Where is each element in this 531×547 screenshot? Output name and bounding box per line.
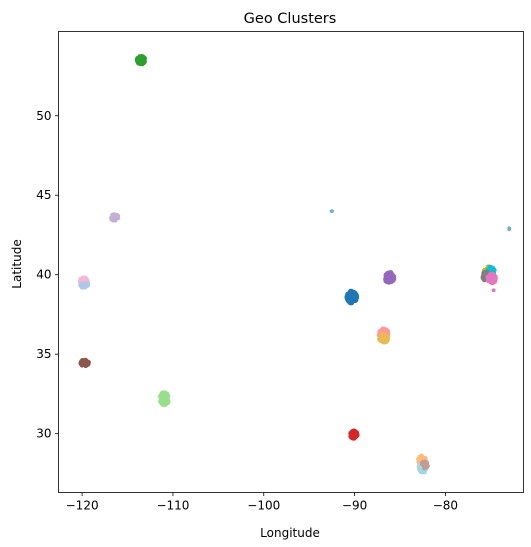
cluster-st-louis	[344, 288, 360, 306]
data-point	[111, 217, 117, 223]
data-point	[422, 455, 428, 461]
data-point	[384, 274, 389, 279]
data-point	[490, 273, 496, 279]
cluster-nashville-b	[377, 332, 391, 345]
data-point	[160, 401, 165, 407]
data-point	[487, 278, 493, 284]
scatter-points	[77, 54, 512, 475]
y-tick-label: 40	[36, 268, 51, 282]
data-point	[330, 209, 334, 213]
cluster-philly-d	[485, 271, 498, 286]
cluster-nj-small	[491, 288, 496, 293]
chart-title: Geo Clusters	[244, 11, 337, 27]
y-tick-label: 35	[36, 347, 51, 361]
data-point	[492, 288, 496, 293]
cluster-boise	[109, 212, 121, 223]
x-axis-ticks: −120 −110 −100 −90 −80	[66, 492, 458, 513]
cluster-east-small	[507, 226, 512, 232]
x-tick-label: −110	[156, 499, 189, 513]
data-point	[421, 461, 427, 467]
data-point	[347, 299, 352, 305]
cluster-new-orleans	[348, 428, 360, 441]
data-point	[417, 454, 423, 460]
data-point	[114, 213, 119, 219]
x-tick-label: −90	[342, 499, 367, 513]
data-point	[136, 56, 142, 62]
cluster-seattle	[134, 54, 147, 67]
x-axis-label: Longitude	[260, 526, 320, 540]
data-point	[78, 361, 84, 367]
data-point	[380, 328, 386, 333]
data-point	[139, 61, 145, 67]
y-tick-label: 50	[36, 109, 51, 123]
data-point	[385, 337, 390, 343]
cluster-tucson	[158, 390, 171, 408]
data-point	[507, 227, 511, 232]
data-point	[349, 289, 355, 295]
data-point	[389, 277, 395, 283]
y-axis-ticks: 30 35 40 45 50	[36, 109, 59, 441]
data-point	[85, 361, 91, 367]
plot-frame	[58, 31, 524, 493]
data-point	[352, 433, 358, 439]
data-point	[377, 336, 382, 342]
x-tick-label: −100	[247, 499, 280, 513]
data-point	[348, 294, 354, 300]
data-point	[165, 398, 171, 404]
x-tick-label: −120	[66, 499, 99, 513]
data-point	[483, 270, 489, 276]
x-tick-label: −80	[433, 499, 458, 513]
data-point	[84, 282, 89, 288]
cluster-indianapolis	[383, 270, 397, 285]
cluster-santa-barbara	[78, 357, 91, 369]
data-point	[141, 57, 146, 63]
data-point	[161, 394, 166, 400]
y-axis-label: Latitude	[10, 239, 24, 288]
data-point	[381, 337, 386, 342]
data-point	[349, 431, 354, 437]
data-point	[490, 267, 496, 273]
cluster-reno-b	[78, 281, 91, 290]
cluster-tampa-c	[419, 459, 430, 471]
y-tick-label: 30	[36, 427, 51, 441]
cluster-north-small	[329, 209, 334, 213]
data-point	[418, 467, 424, 473]
y-tick-label: 45	[36, 188, 51, 202]
data-point	[352, 295, 358, 301]
